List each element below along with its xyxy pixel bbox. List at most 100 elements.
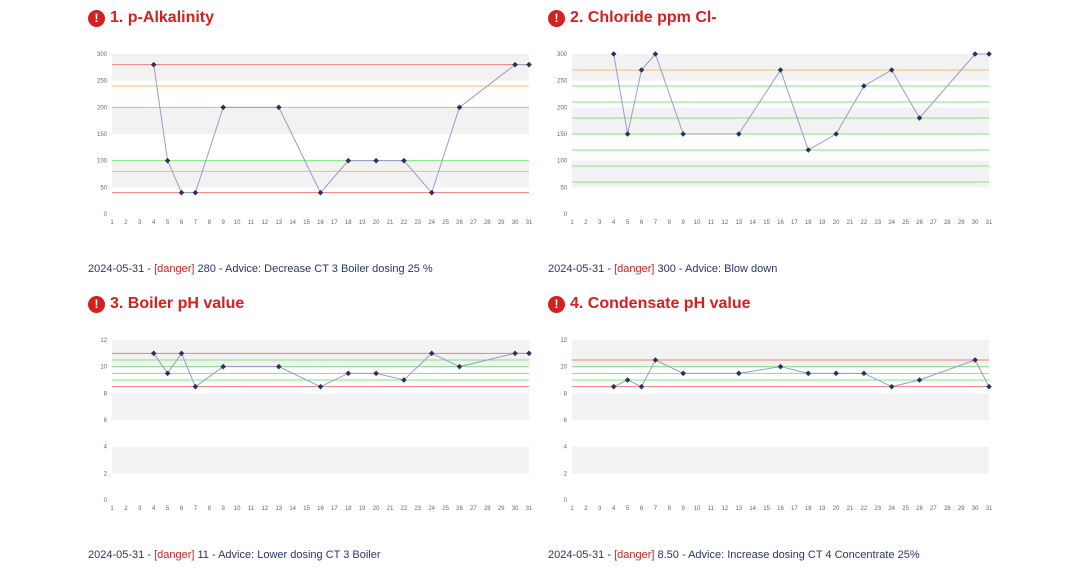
x-tick-label: 2 bbox=[584, 220, 588, 225]
x-tick-label: 28 bbox=[944, 220, 951, 225]
advice-date: 2024-05-31 bbox=[88, 263, 145, 275]
y-tick-label: 8 bbox=[104, 391, 108, 397]
x-tick-label: 22 bbox=[401, 220, 408, 225]
y-tick-label: 2 bbox=[104, 471, 108, 477]
data-point bbox=[736, 131, 742, 137]
x-tick-label: 9 bbox=[222, 506, 226, 511]
advice-text: 2024-05-31 - [danger] 8.50 - Advice: Inc… bbox=[548, 549, 920, 561]
x-tick-label: 7 bbox=[654, 220, 658, 225]
x-tick-label: 7 bbox=[194, 506, 198, 511]
x-tick-label: 20 bbox=[373, 506, 380, 511]
x-tick-label: 20 bbox=[833, 506, 840, 511]
y-tick-label: 0 bbox=[564, 498, 568, 504]
y-tick-label: 0 bbox=[104, 498, 108, 504]
data-point bbox=[178, 189, 185, 196]
panel-title: 1. p-Alkalinity bbox=[110, 9, 215, 26]
panel-title: 4. Condensate pH value bbox=[570, 295, 751, 312]
x-tick-label: 6 bbox=[180, 506, 184, 511]
x-tick-label: 11 bbox=[708, 506, 715, 511]
grid-band bbox=[112, 393, 529, 420]
x-tick-label: 18 bbox=[345, 506, 352, 511]
x-tick-label: 23 bbox=[874, 220, 881, 225]
x-tick-label: 3 bbox=[598, 220, 602, 225]
grid-band bbox=[572, 340, 989, 367]
x-tick-label: 11 bbox=[248, 220, 255, 225]
x-tick-label: 25 bbox=[902, 220, 909, 225]
danger-tag: [danger] bbox=[614, 549, 655, 561]
x-tick-label: 6 bbox=[640, 220, 644, 225]
x-tick-label: 17 bbox=[331, 220, 338, 225]
x-tick-label: 12 bbox=[262, 220, 269, 225]
data-point bbox=[833, 131, 839, 137]
advice-date: 2024-05-31 bbox=[548, 549, 605, 561]
x-tick-label: 23 bbox=[414, 506, 421, 511]
advice-message: 11 - Advice: Lower dosing CT 3 Boiler bbox=[194, 549, 381, 561]
y-tick-label: 50 bbox=[100, 185, 107, 191]
y-tick-label: 12 bbox=[560, 338, 567, 344]
y-tick-label: 10 bbox=[100, 365, 107, 371]
x-tick-label: 19 bbox=[819, 220, 826, 225]
x-tick-label: 4 bbox=[152, 506, 156, 511]
grid-band bbox=[112, 473, 529, 500]
x-tick-label: 27 bbox=[470, 506, 477, 511]
x-tick-label: 23 bbox=[414, 220, 421, 225]
x-tick-label: 17 bbox=[791, 220, 798, 225]
y-tick-label: 250 bbox=[97, 79, 108, 85]
x-tick-label: 23 bbox=[874, 506, 881, 511]
data-point bbox=[512, 61, 518, 68]
series-line bbox=[613, 359, 990, 388]
x-tick-label: 10 bbox=[694, 220, 701, 225]
x-tick-label: 13 bbox=[275, 506, 282, 511]
data-point bbox=[652, 51, 659, 57]
advice-separator: - bbox=[144, 263, 155, 275]
grid-band bbox=[572, 160, 989, 188]
y-tick-label: 6 bbox=[564, 418, 568, 424]
x-tick-label: 18 bbox=[805, 220, 812, 225]
data-point bbox=[805, 370, 812, 377]
x-tick-label: 10 bbox=[234, 506, 241, 511]
advice-separator: - bbox=[604, 549, 615, 561]
data-point bbox=[276, 363, 282, 370]
x-tick-label: 21 bbox=[387, 220, 394, 225]
x-tick-label: 12 bbox=[262, 506, 269, 511]
grid-band bbox=[572, 446, 989, 474]
x-tick-label: 15 bbox=[763, 220, 770, 225]
data-point bbox=[178, 350, 185, 357]
grid-band bbox=[112, 54, 529, 81]
x-tick-label: 8 bbox=[668, 220, 672, 225]
x-tick-label: 13 bbox=[735, 506, 742, 511]
y-tick-label: 100 bbox=[557, 159, 568, 165]
danger-tag: [danger] bbox=[154, 263, 195, 275]
data-point bbox=[317, 189, 324, 196]
x-tick-label: 1 bbox=[570, 506, 574, 511]
advice-date: 2024-05-31 bbox=[548, 263, 605, 275]
x-tick-label: 13 bbox=[275, 220, 282, 225]
y-tick-label: 300 bbox=[97, 52, 108, 58]
data-point bbox=[401, 377, 407, 383]
x-tick-label: 18 bbox=[345, 220, 352, 225]
x-tick-label: 3 bbox=[138, 506, 142, 511]
grid-band bbox=[112, 134, 529, 161]
x-tick-label: 12 bbox=[722, 220, 729, 225]
x-tick-label: 20 bbox=[373, 220, 380, 225]
x-tick-label: 15 bbox=[763, 506, 770, 511]
x-tick-label: 7 bbox=[654, 506, 658, 511]
data-point bbox=[888, 67, 895, 73]
y-tick-label: 300 bbox=[557, 52, 568, 58]
x-tick-label: 4 bbox=[612, 506, 616, 511]
x-tick-label: 30 bbox=[512, 506, 519, 511]
y-tick-label: 0 bbox=[104, 212, 108, 218]
x-tick-label: 14 bbox=[289, 220, 296, 225]
y-tick-label: 0 bbox=[564, 212, 568, 218]
data-point bbox=[680, 370, 686, 377]
x-tick-label: 17 bbox=[791, 506, 798, 511]
chart-panel-chloride: ! 2. Chloride ppm Cl- 0 50 100 150 200 250 300… bbox=[548, 4, 1018, 286]
x-tick-label: 15 bbox=[303, 506, 310, 511]
grid-band bbox=[572, 107, 989, 134]
advice-text: 2024-05-31 - [danger] 280 - Advice: Decr… bbox=[88, 263, 433, 275]
x-tick-label: 14 bbox=[749, 506, 756, 511]
data-point bbox=[652, 357, 659, 363]
x-tick-label: 30 bbox=[972, 220, 979, 225]
panel-title-row: ! 2. Chloride ppm Cl- bbox=[548, 7, 717, 29]
